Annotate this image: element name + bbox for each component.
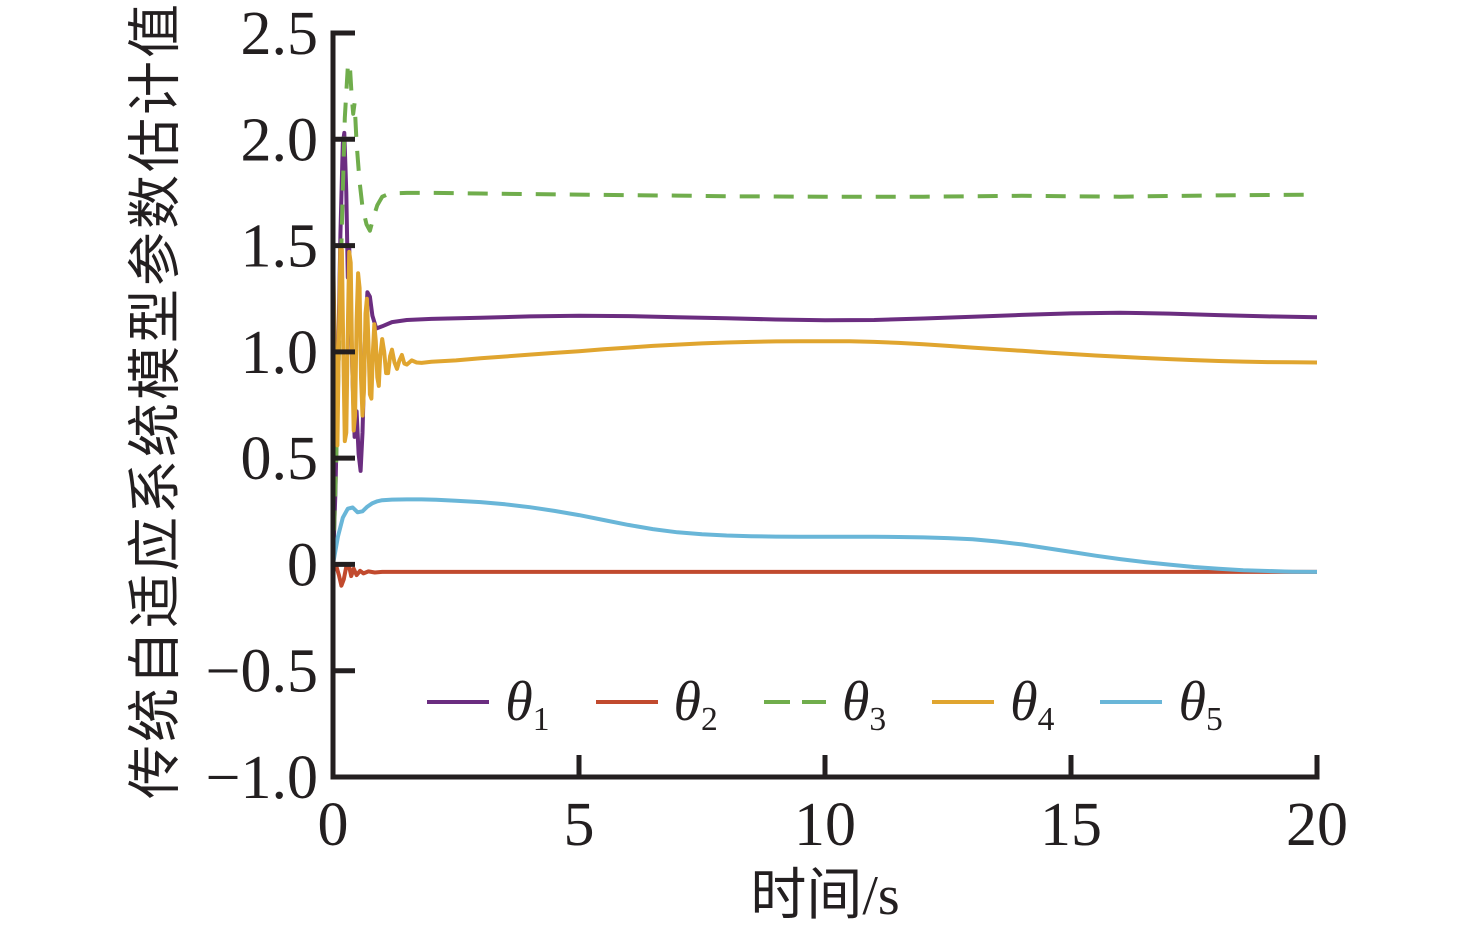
x-axis-label: 时间/s [750,865,900,927]
legend: θ1 θ2 θ3 θ4 θ5 [333,657,1317,747]
legend-line-theta1 [427,700,490,704]
legend-label-theta2: θ2 [673,671,718,739]
legend-label-theta4: θ4 [1010,671,1055,739]
legend-line-theta4 [932,700,995,704]
x-tick-label: 20 [1286,791,1348,859]
legend-line-theta2 [595,700,658,704]
legend-item-theta2: θ2 [595,671,718,739]
legend-label-theta1: θ1 [505,671,550,739]
series-line-theta5 [331,497,1318,574]
legend-item-theta4: θ4 [932,671,1055,739]
legend-item-theta1: θ1 [427,671,550,739]
series-line-theta4 [331,243,1318,448]
x-tick-label: 0 [318,791,349,859]
y-tick-label: 1.0 [241,319,319,387]
y-tick-label: 2.0 [241,106,319,174]
y-tick-label: 0.5 [241,425,319,493]
y-tick-label: −1.0 [206,744,318,812]
x-tick-label: 15 [1040,791,1102,859]
y-axis-label: 传统自适应系统模型参数估计值 [125,1,186,799]
legend-line-theta3 [763,700,826,704]
legend-label-theta3: θ3 [841,671,887,739]
x-tick-label: 10 [794,791,856,859]
y-tick-label: 2.5 [241,0,319,68]
legend-item-theta3: θ3 [763,671,887,739]
legend-line-theta5 [1100,700,1163,704]
series-line-theta3 [331,60,1318,565]
legend-label-theta5: θ5 [1178,671,1223,739]
legend-item-theta5: θ5 [1100,671,1223,739]
y-tick-label: 0 [287,531,318,599]
x-tick-label: 5 [564,791,595,859]
y-tick-label: −0.5 [206,638,318,706]
y-tick-label: 1.5 [241,213,319,281]
series-line-theta2 [331,562,1317,588]
